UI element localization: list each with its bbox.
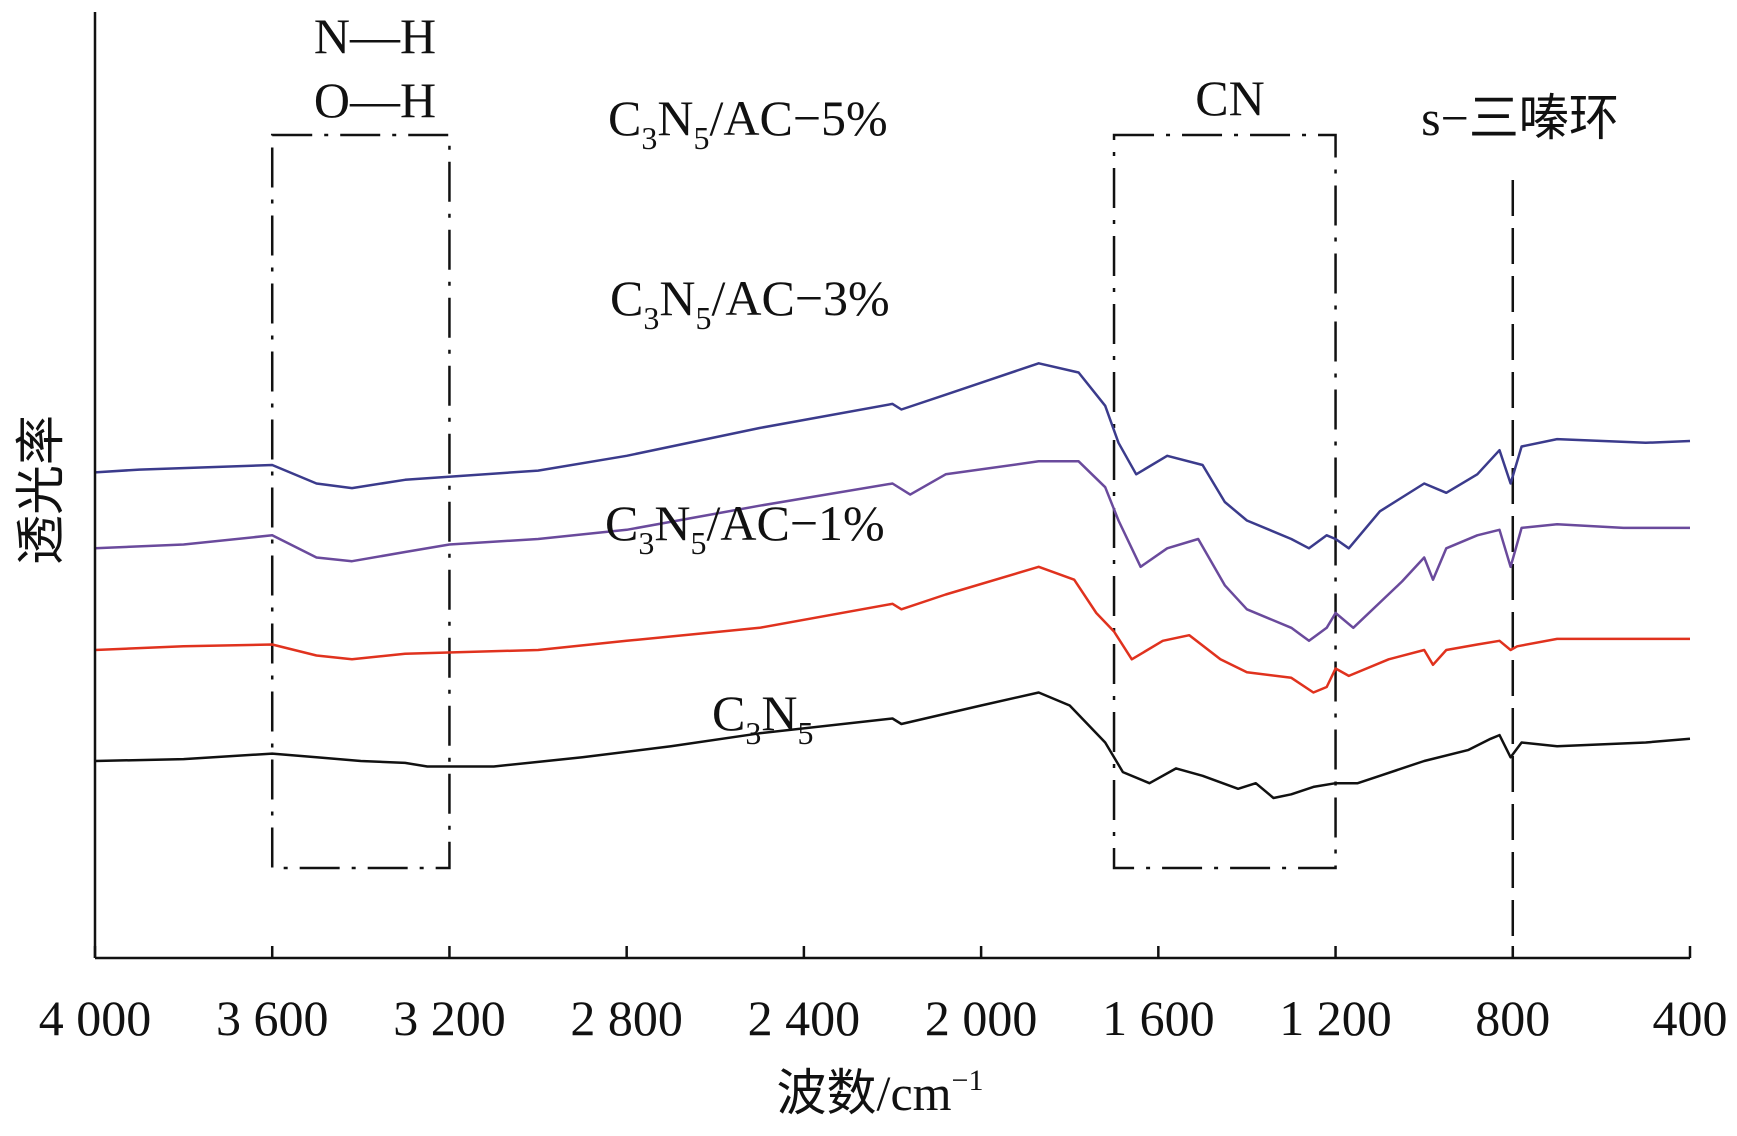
series-line-3 [94, 691, 1691, 800]
x-tick-label: 800 [1475, 990, 1550, 1046]
x-axis-title: 波数/cm−1 [777, 1064, 984, 1121]
series-label-ac5: C3N5/AC−5% [608, 90, 888, 156]
series-label-ac3: C3N5/AC−3% [610, 270, 890, 336]
region-label-cn: CN [1195, 70, 1264, 126]
x-tick-label: 400 [1653, 990, 1728, 1046]
series-line-0 [94, 362, 1691, 550]
region-label-oh: O—H [314, 72, 436, 128]
region-label-triazine: s−三嗪环 [1421, 90, 1619, 146]
x-tick-label: 1 600 [1102, 990, 1215, 1046]
x-tick-labels: 4 000 3 600 3 200 2 800 2 400 2 000 1 600 1 200… [39, 990, 1728, 1046]
region-label-nh: N—H [314, 8, 436, 64]
region-boxes [270, 133, 1515, 958]
series-lines [94, 362, 1691, 800]
x-tick-label: 2 400 [748, 990, 861, 1046]
region-labels: N—H O—H CN s−三嗪环 [314, 8, 1619, 146]
series-line-1 [94, 460, 1690, 643]
x-tick-label: 2 800 [570, 990, 683, 1046]
x-ticks [93, 946, 1692, 958]
x-axis-title-sup: −1 [952, 1064, 984, 1097]
x-tick-label: 1 200 [1279, 990, 1392, 1046]
x-tick-label: 3 200 [393, 990, 506, 1046]
series-labels: C3N5/AC−5% C3N5/AC−3% C3N5/AC−1% C3N5 [605, 90, 890, 751]
series-line-2 [94, 565, 1690, 694]
region-box-0 [270, 133, 451, 870]
x-tick-label: 4 000 [39, 990, 152, 1046]
x-tick-label: 3 600 [216, 990, 329, 1046]
y-axis-title: 透光率 [13, 415, 69, 565]
x-axis-title-main: 波数/cm [777, 1065, 952, 1121]
series-label-c3n5: C3N5 [712, 685, 813, 751]
axes [93, 12, 1690, 960]
series-label-ac1: C3N5/AC−1% [605, 495, 885, 561]
x-tick-label: 2 000 [925, 990, 1038, 1046]
